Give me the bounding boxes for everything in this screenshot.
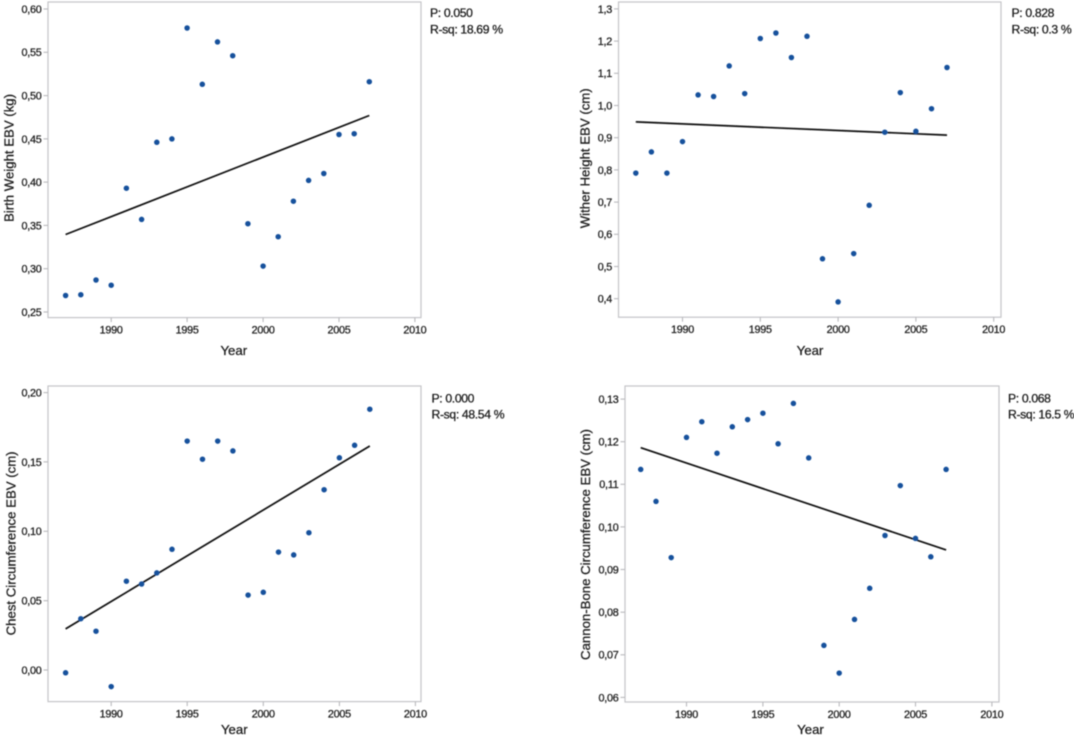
svg-text:0,60: 0,60: [21, 4, 41, 16]
svg-text:2005: 2005: [327, 324, 350, 336]
svg-text:0,55: 0,55: [21, 47, 41, 59]
svg-text:1995: 1995: [751, 709, 774, 721]
svg-text:0,09: 0,09: [598, 564, 618, 576]
svg-text:0,8: 0,8: [598, 165, 613, 177]
svg-text:0,35: 0,35: [21, 220, 41, 232]
svg-text:0,25: 0,25: [21, 307, 41, 319]
svg-text:0,50: 0,50: [21, 91, 41, 103]
svg-text:2000: 2000: [828, 709, 851, 721]
svg-text:0,9: 0,9: [598, 133, 613, 145]
svg-text:R-sq: 48.54 %: R-sq: 48.54 %: [432, 408, 505, 422]
svg-text:2010: 2010: [403, 324, 426, 336]
svg-text:Year: Year: [797, 722, 824, 737]
svg-text:R-sq: 0.3 %: R-sq: 0.3 %: [1012, 23, 1072, 37]
svg-text:P: 0.050: P: 0.050: [430, 6, 473, 20]
svg-text:0,30: 0,30: [21, 264, 41, 276]
svg-text:Year: Year: [797, 343, 824, 358]
svg-text:0,6: 0,6: [598, 229, 613, 241]
svg-text:R-sq: 18.69 %: R-sq: 18.69 %: [430, 23, 503, 37]
svg-text:0,40: 0,40: [21, 177, 41, 189]
svg-text:2010: 2010: [404, 708, 427, 720]
svg-text:0,07: 0,07: [598, 650, 618, 662]
svg-text:2000: 2000: [252, 324, 275, 336]
svg-text:0,15: 0,15: [21, 457, 41, 469]
svg-text:1995: 1995: [176, 708, 199, 720]
svg-text:0,12: 0,12: [598, 437, 618, 449]
svg-text:0,05: 0,05: [21, 596, 41, 608]
svg-text:1990: 1990: [675, 709, 698, 721]
svg-text:1995: 1995: [176, 324, 199, 336]
svg-text:1990: 1990: [100, 708, 123, 720]
svg-text:2005: 2005: [904, 324, 927, 336]
svg-text:1,1: 1,1: [598, 68, 613, 80]
svg-text:P: 0.828: P: 0.828: [1012, 6, 1055, 20]
svg-text:1,0: 1,0: [598, 100, 613, 112]
svg-text:0,10: 0,10: [598, 522, 618, 534]
svg-text:Birth Weight EBV (kg): Birth Weight EBV (kg): [2, 94, 17, 222]
svg-text:1,2: 1,2: [598, 36, 613, 48]
svg-text:0,00: 0,00: [21, 665, 41, 677]
svg-text:0,7: 0,7: [598, 197, 613, 209]
svg-text:R-sq: 16.5 %: R-sq: 16.5 %: [1008, 408, 1074, 422]
svg-text:0,4: 0,4: [598, 294, 613, 306]
svg-text:0,06: 0,06: [598, 692, 618, 704]
svg-text:Cannon-Bone Circumference EBV: Cannon-Bone Circumference EBV (cm): [578, 429, 593, 660]
svg-text:0,5: 0,5: [598, 261, 613, 273]
svg-text:1,3: 1,3: [598, 4, 613, 16]
svg-text:Chest Circumference EBV (cm): Chest Circumference EBV (cm): [4, 451, 19, 635]
svg-text:Year: Year: [220, 343, 247, 358]
svg-text:2010: 2010: [982, 324, 1005, 336]
svg-text:2000: 2000: [252, 708, 275, 720]
svg-text:P: 0.068: P: 0.068: [1008, 391, 1051, 405]
svg-text:1990: 1990: [671, 324, 694, 336]
svg-text:2005: 2005: [328, 708, 351, 720]
svg-text:Year: Year: [221, 722, 248, 737]
svg-text:1995: 1995: [749, 324, 772, 336]
svg-text:0,10: 0,10: [21, 526, 41, 538]
svg-text:0,11: 0,11: [599, 479, 618, 491]
svg-text:0,45: 0,45: [21, 134, 41, 146]
svg-text:2010: 2010: [980, 709, 1003, 721]
svg-text:0,20: 0,20: [21, 388, 41, 400]
svg-text:P: 0.000: P: 0.000: [432, 391, 475, 405]
svg-text:0,13: 0,13: [598, 394, 618, 406]
svg-text:2000: 2000: [827, 324, 850, 336]
svg-text:0,08: 0,08: [598, 607, 618, 619]
svg-text:2005: 2005: [904, 709, 927, 721]
svg-text:1990: 1990: [100, 324, 123, 336]
svg-text:Wither Height EBV (cm): Wither Height EBV (cm): [578, 88, 593, 228]
